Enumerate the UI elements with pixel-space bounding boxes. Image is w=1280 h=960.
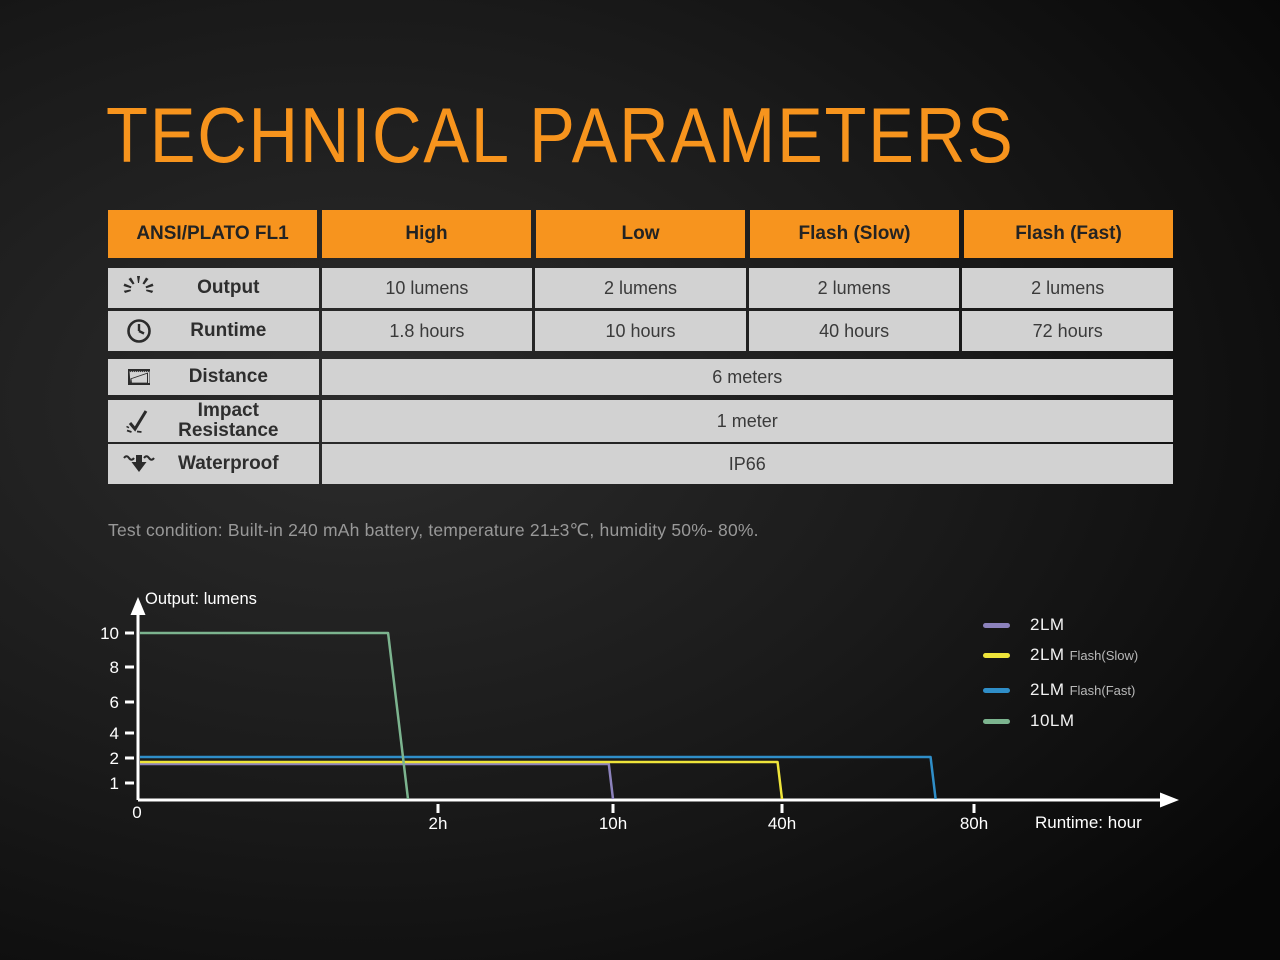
impact-icon xyxy=(126,410,148,433)
row-label-text: Runtime xyxy=(190,320,267,342)
legend-swatch-10lm xyxy=(983,718,1010,724)
brightness-icon xyxy=(123,276,154,293)
legend-label: 10LM xyxy=(1030,711,1075,730)
legend-item-10lm: 10LM xyxy=(983,711,1080,731)
header-cell-flash-slow: Flash (Slow) xyxy=(750,210,959,258)
header-cell-high: High xyxy=(322,210,531,258)
table-row-output: Output 10 lumens 2 lumens 2 lumens 2 lum… xyxy=(108,268,1173,308)
output-high: 10 lumens xyxy=(321,268,533,308)
row-label-text: Output xyxy=(197,277,260,299)
row-label-text: Impact Resistance xyxy=(178,400,279,441)
row-label-waterproof: Waterproof xyxy=(108,444,319,484)
legend-label: 2LM xyxy=(1030,615,1065,634)
output-low: 2 lumens xyxy=(535,268,746,308)
table-header-row: ANSI/PLATO FL1 High Low Flash (Slow) Fla… xyxy=(108,210,1173,258)
impact-resistance-value: 1 meter xyxy=(321,400,1173,442)
spec-table: ANSI/PLATO FL1 High Low Flash (Slow) Fla… xyxy=(108,210,1173,484)
legend-label-suffix: Flash(Fast) xyxy=(1069,682,1136,698)
legend-swatch-2lm xyxy=(983,622,1010,628)
table-row-runtime: Runtime 1.8 hours 10 hours 40 hours 72 h… xyxy=(108,311,1173,351)
runtime-high: 1.8 hours xyxy=(321,311,533,351)
legend-swatch-2lm-flash-slow xyxy=(983,652,1010,658)
table-row-distance: Distance 6 meters xyxy=(108,359,1173,395)
legend-label: 2LM xyxy=(1030,645,1065,664)
row-label-runtime: Runtime xyxy=(108,311,319,351)
row-label-output: Output xyxy=(108,268,319,308)
runtime-flash-fast: 72 hours xyxy=(962,311,1173,351)
test-condition-note: Test condition: Built-in 240 mAh battery… xyxy=(108,520,759,540)
legend-item-2lm-flash-slow: 2LM Flash(Slow) xyxy=(983,645,1138,665)
legend-label-suffix: Flash(Slow) xyxy=(1069,647,1139,663)
table-row-impact-resistance: Impact Resistance 1 meter xyxy=(108,400,1173,442)
output-flash-fast: 2 lumens xyxy=(962,268,1173,308)
header-cell-low: Low xyxy=(536,210,745,258)
legend-item-2lm-flash-fast: 2LM Flash(Fast) xyxy=(983,680,1135,700)
header-cell-flash-fast: Flash (Fast) xyxy=(964,210,1173,258)
row-label-text: Distance xyxy=(188,366,268,388)
output-flash-slow: 2 lumens xyxy=(748,268,960,308)
runtime-flash-slow: 40 hours xyxy=(748,311,960,351)
header-cell-standard: ANSI/PLATO FL1 xyxy=(108,210,317,258)
distance-value: 6 meters xyxy=(321,359,1173,395)
runtime-low: 10 hours xyxy=(535,311,746,351)
row-label-text: Waterproof xyxy=(177,453,279,475)
legend-swatch-2lm-flash-fast xyxy=(983,687,1010,693)
waterproof-icon xyxy=(123,455,155,472)
legend-label: 2LM xyxy=(1030,680,1065,699)
table-row-waterproof: Waterproof IP66 xyxy=(108,444,1173,484)
row-label-impact-resistance: Impact Resistance xyxy=(108,400,319,442)
clock-icon xyxy=(127,319,151,343)
waterproof-value: IP66 xyxy=(321,444,1173,484)
row-label-distance: Distance xyxy=(108,359,319,395)
legend-item-2lm: 2LM xyxy=(983,615,1070,635)
beam-distance-icon xyxy=(128,369,150,385)
page-title: TECHNICAL PARAMETERS xyxy=(106,91,1015,179)
